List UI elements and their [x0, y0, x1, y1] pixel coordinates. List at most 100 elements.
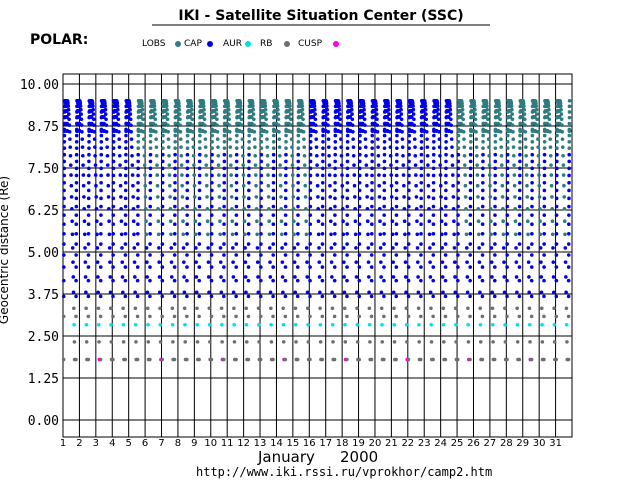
orbit-point: [518, 133, 522, 138]
orbit-point: [83, 246, 87, 250]
y-tick-label: 0.00: [28, 414, 59, 429]
orbit-point: [251, 107, 256, 112]
orbit-point: [502, 275, 507, 279]
orbit-point: [151, 114, 156, 119]
orbit-point: [166, 145, 171, 149]
orbit-point: [550, 219, 555, 224]
orbit-point: [143, 183, 148, 188]
orbit-point: [485, 117, 490, 122]
orbit-point: [565, 340, 569, 344]
orbit-point: [185, 159, 190, 164]
orbit-point: [326, 130, 331, 134]
orbit-point: [362, 104, 366, 108]
orbit-point: [419, 159, 424, 164]
orbit-point: [99, 204, 103, 209]
orbit-point: [503, 306, 507, 311]
orbit-point: [431, 242, 436, 246]
orbit-point: [559, 117, 564, 122]
orbit-point: [141, 130, 146, 134]
orbit-point: [510, 123, 515, 127]
orbit-point: [425, 154, 430, 158]
orbit-point: [72, 340, 77, 344]
orbit-point: [234, 222, 239, 227]
orbit-point: [321, 139, 325, 144]
orbit-point: [328, 219, 333, 224]
orbit-point: [265, 154, 270, 158]
orbit-point: [62, 166, 67, 171]
orbit-point: [192, 195, 197, 199]
orbit-point: [99, 213, 103, 217]
orbit-point: [296, 213, 300, 217]
orbit-point: [209, 314, 214, 319]
orbit-point: [468, 204, 473, 209]
orbit-point: [362, 117, 367, 122]
orbit-point: [185, 278, 189, 283]
orbit-point: [363, 123, 367, 127]
orbit-point: [542, 213, 547, 217]
orbit-point: [536, 154, 541, 158]
x-tick-label: 23: [418, 438, 431, 449]
orbit-point: [327, 145, 331, 149]
orbit-point: [435, 101, 440, 106]
orbit-point: [497, 101, 501, 106]
orbit-point: [98, 265, 103, 269]
orbit-point: [521, 101, 526, 106]
orbit-point: [96, 290, 100, 295]
orbit-point: [502, 290, 507, 295]
orbit-point: [332, 265, 337, 269]
orbit-point: [74, 294, 78, 299]
orbit-point: [333, 242, 337, 246]
plot-area: [61, 73, 573, 438]
orbit-point: [234, 152, 239, 157]
orbit-point: [293, 275, 297, 279]
orbit-point: [345, 242, 349, 246]
orbit-point: [561, 173, 566, 177]
orbit-point: [308, 188, 313, 193]
orbit-point: [173, 133, 178, 138]
orbit-point: [74, 357, 78, 362]
orbit-point: [505, 242, 510, 246]
orbit-point: [466, 306, 470, 311]
orbit-point: [450, 163, 455, 167]
orbit-point: [202, 107, 206, 112]
orbit-point: [92, 137, 97, 141]
orbit-point: [456, 278, 460, 283]
orbit-point: [363, 130, 368, 134]
orbit-point: [99, 188, 103, 193]
orbit-point: [432, 133, 436, 138]
orbit-point: [283, 204, 288, 209]
orbit-point: [341, 219, 345, 224]
orbit-point: [217, 183, 221, 188]
orbit-point: [542, 152, 547, 157]
orbit-point: [210, 159, 214, 164]
orbit-point: [414, 173, 418, 177]
orbit-point: [402, 219, 407, 224]
orbit-point: [542, 133, 547, 138]
x-tick-label: 18: [336, 438, 349, 449]
orbit-point: [216, 163, 221, 167]
orbit-point: [380, 340, 385, 344]
orbit-point: [69, 183, 74, 188]
orbit-point: [350, 112, 354, 116]
orbit-point: [563, 260, 568, 264]
orbit-point: [242, 195, 246, 199]
orbit-point: [456, 204, 460, 209]
orbit-point: [530, 188, 534, 193]
orbit-point: [450, 154, 455, 158]
orbit-point: [222, 146, 227, 150]
orbit-point: [170, 290, 174, 295]
orbit-point: [115, 104, 120, 108]
orbit-point: [485, 112, 490, 116]
orbit-point: [333, 222, 337, 227]
orbit-point: [146, 340, 151, 344]
orbit-point: [325, 107, 329, 112]
orbit-point: [493, 139, 498, 144]
orbit-point: [210, 181, 214, 185]
orbit-point: [129, 145, 134, 149]
orbit-point: [419, 222, 423, 227]
orbit-point: [313, 112, 317, 116]
orbit-point: [197, 232, 202, 236]
orbit-point: [548, 130, 552, 134]
orbit-point: [407, 139, 411, 144]
